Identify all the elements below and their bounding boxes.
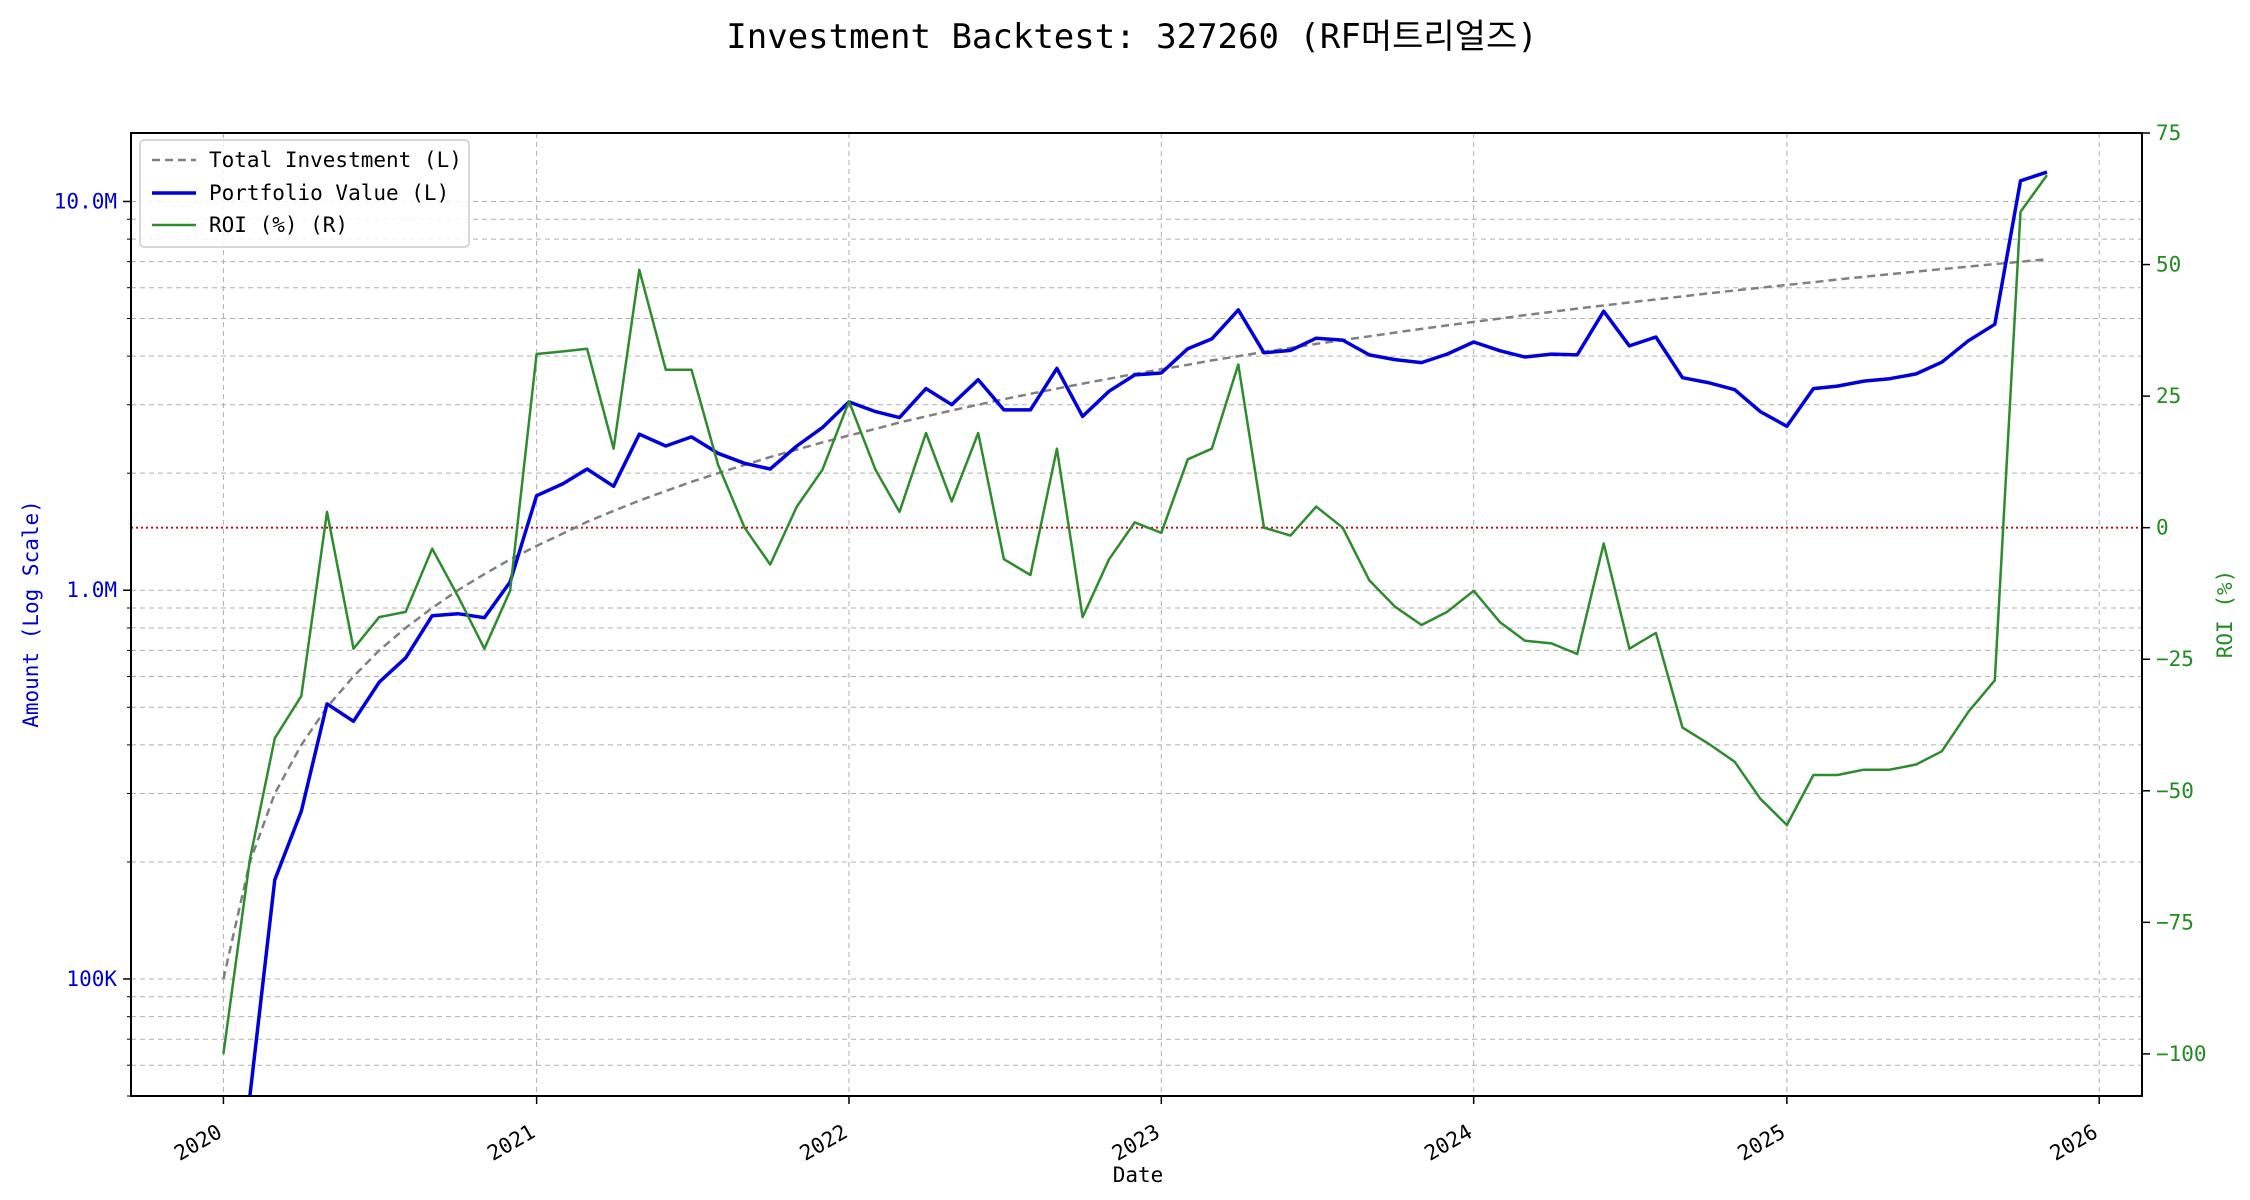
- left-y-axis-label: Amount (Log Scale): [19, 500, 43, 728]
- legend-label-portfolio-value: Portfolio Value (L): [209, 181, 449, 205]
- right-tick-label: −25: [2156, 647, 2194, 671]
- right-tick-label: −75: [2156, 910, 2194, 934]
- plot-frame: [130, 132, 2143, 1097]
- left-tick-label: 1.0M: [66, 578, 117, 602]
- x-tick-label: 2026: [2046, 1120, 2102, 1166]
- legend-label-total-investment: Total Investment (L): [209, 148, 462, 172]
- right-y-axis-label: ROI (%): [2213, 570, 2237, 659]
- x-tick-label: 2020: [170, 1120, 226, 1166]
- series-layer: [222, 170, 2049, 1097]
- right-y-axis: −100 −75 −50 −25 0 25 50 75: [2142, 121, 2207, 1066]
- right-tick-label: 50: [2156, 253, 2181, 277]
- right-tick-label: 75: [2156, 121, 2181, 145]
- legend: Total Investment (L) Portfolio Value (L)…: [139, 139, 470, 248]
- right-tick-label: 25: [2156, 384, 2181, 408]
- right-tick-label: 0: [2156, 516, 2169, 540]
- right-tick-label: −50: [2156, 779, 2194, 803]
- chart-title: Investment Backtest: 327260 (RF머트리얼즈): [726, 17, 1537, 57]
- x-tick-label: 2025: [1734, 1120, 1790, 1166]
- legend-box: [139, 139, 470, 248]
- legend-label-roi: ROI (%) (R): [209, 213, 348, 237]
- left-y-axis: 100K 1.0M 10.0M: [54, 189, 131, 1097]
- x-axis: 2020 2021 2022 2023 2024 2025 2026: [170, 1096, 2102, 1166]
- x-tick-label: 2024: [1420, 1120, 1476, 1166]
- right-tick-label: −100: [2156, 1042, 2207, 1066]
- x-tick-label: 2023: [1108, 1120, 1164, 1166]
- roi-line: [222, 174, 2049, 1055]
- portfolio-value-line: [248, 170, 2048, 1097]
- x-tick-label: 2022: [796, 1120, 852, 1166]
- x-tick-label: 2021: [483, 1120, 539, 1166]
- left-tick-label: 100K: [66, 967, 117, 991]
- x-axis-label: Date: [1113, 1163, 1164, 1187]
- left-tick-label: 10.0M: [54, 189, 117, 213]
